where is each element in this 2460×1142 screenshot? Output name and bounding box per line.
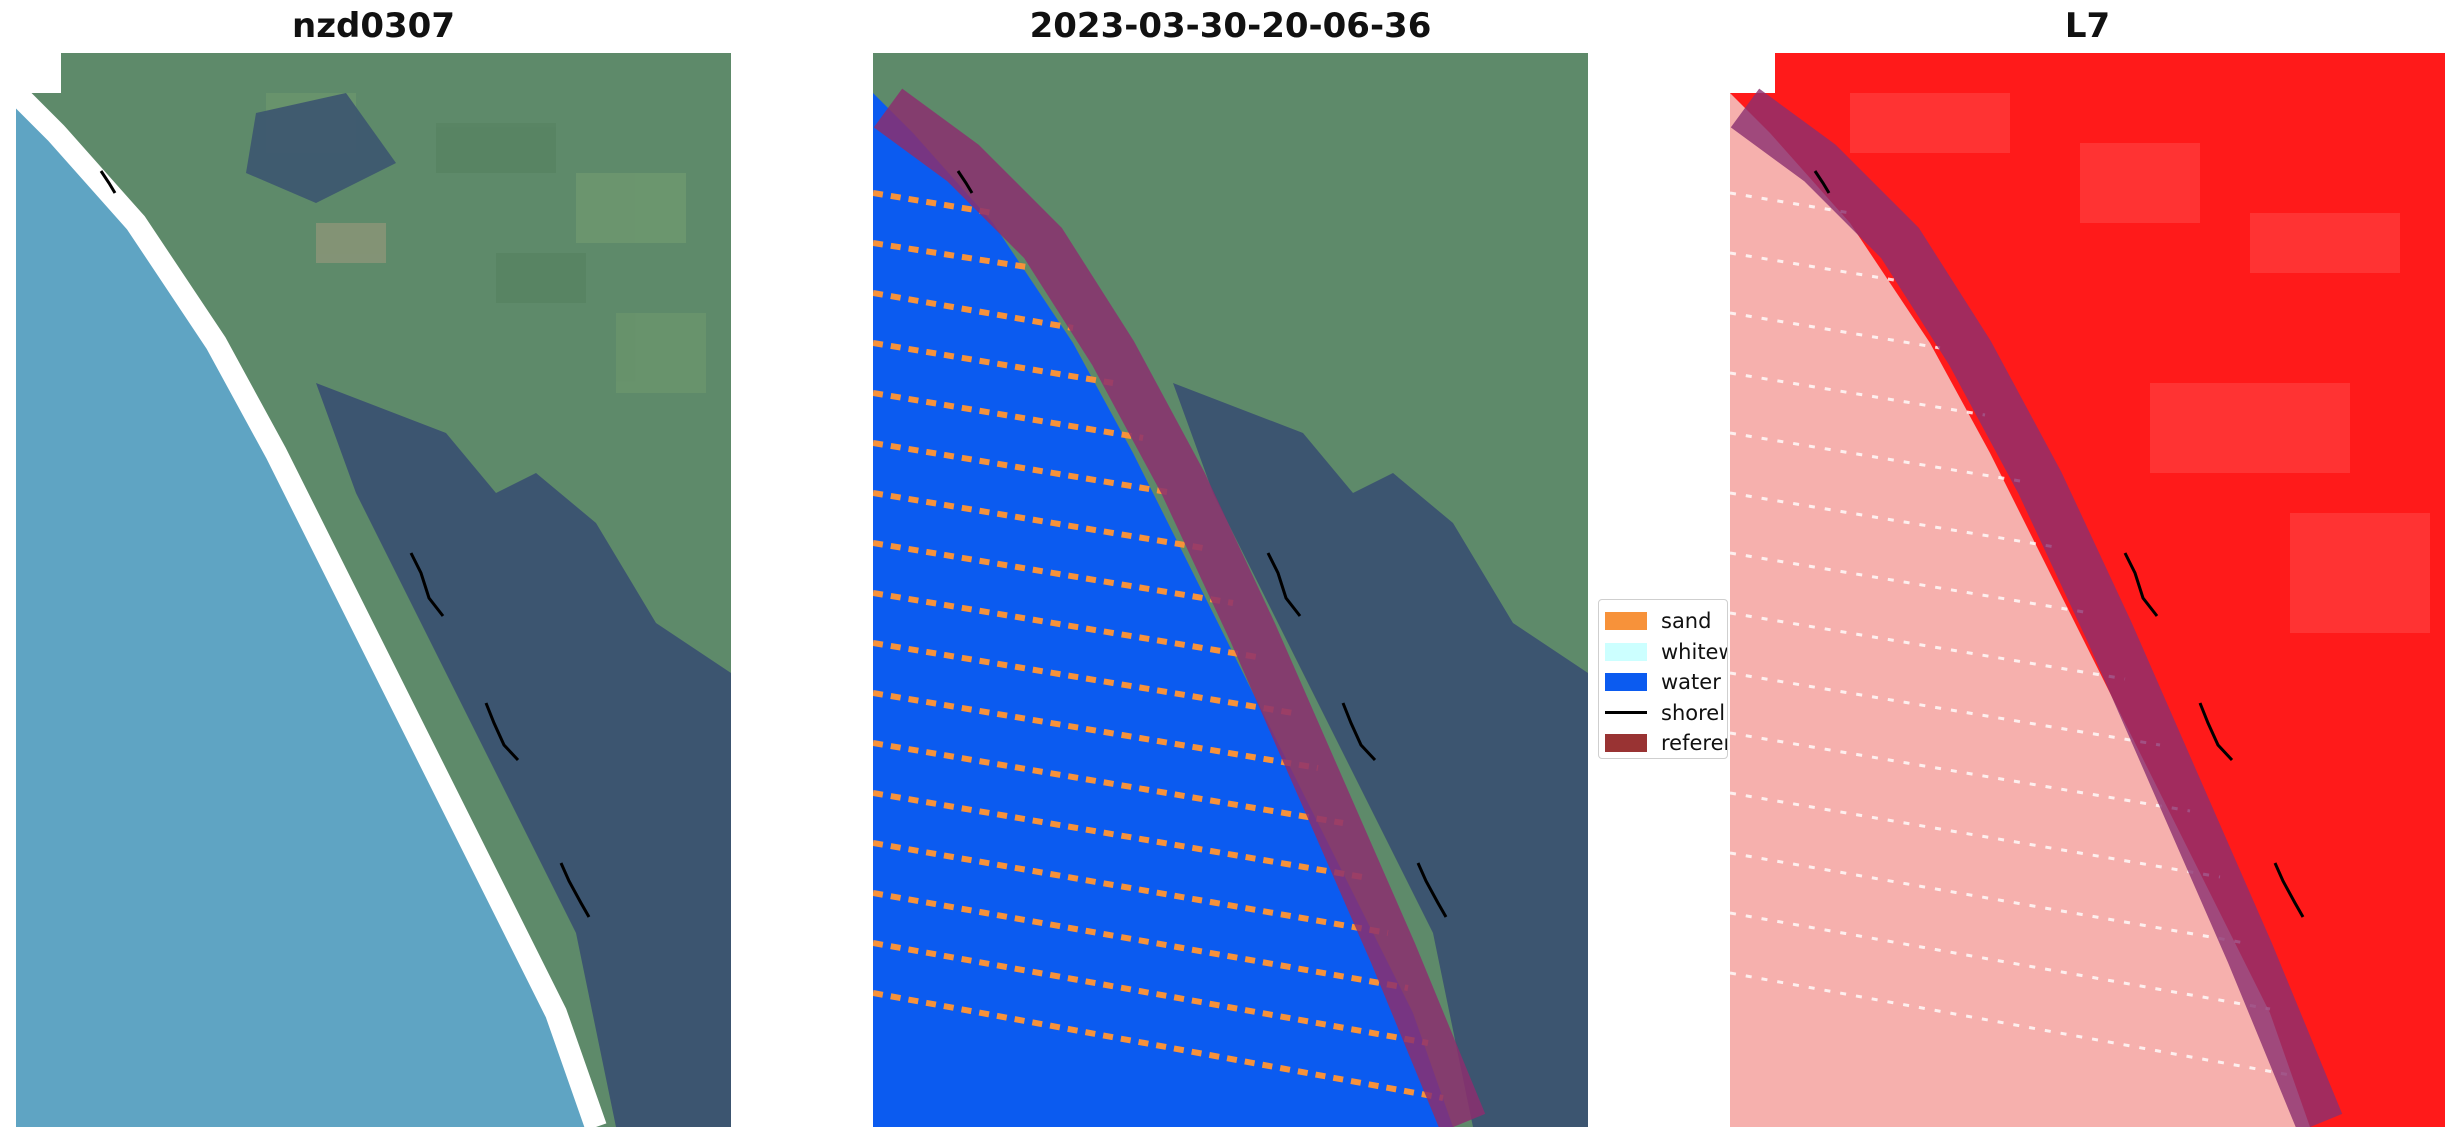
legend-label: sand [1661,609,1712,634]
beach-strip [16,85,607,1127]
panel-title-classified: 2023-03-30-20-06-36 [1029,6,1432,46]
nodata-corner [16,53,61,93]
sand-class-streaks [873,190,1444,1101]
legend-swatch-water [1605,673,1647,692]
rgb-satellite-svg [16,53,731,1127]
index-streaks [1730,191,2291,1077]
legend-label: water [1661,670,1721,695]
panel-title-rgb: nzd0307 [292,6,455,46]
legend-swatch-reference [1605,734,1647,753]
shoreline-segments [1813,170,2305,918]
legend-line-shoreline [1605,711,1647,715]
legend-item-sand: sand [1605,606,1727,637]
legend-swatch-sand [1605,612,1647,631]
panel-title-index: L7 [2064,6,2111,46]
classified-image [873,53,1588,1127]
index-image [1730,53,2445,1127]
legend-item-water: water [1605,667,1727,698]
index-svg [1730,53,2445,1127]
classified-svg [873,53,1588,1127]
reference-shoreline-buffer [1730,88,2343,1127]
shoreline-segments [99,170,591,918]
index-texture [1850,93,2430,633]
legend-item-shoreline: shorel [1605,698,1727,729]
index-low-area [1730,93,2310,1127]
legend-item-reference: referen [1605,728,1727,758]
legend-label: referen [1661,731,1727,756]
shoreline-segments [956,170,1448,918]
reference-shoreline-buffer [873,88,1486,1127]
forest-patch [246,93,396,203]
sea-area [16,93,596,1127]
nodata-corner [1730,53,1775,93]
legend-label: shorel [1661,700,1726,725]
rgb-satellite-image [16,53,731,1127]
legend-swatch-whitewater [1605,642,1647,661]
